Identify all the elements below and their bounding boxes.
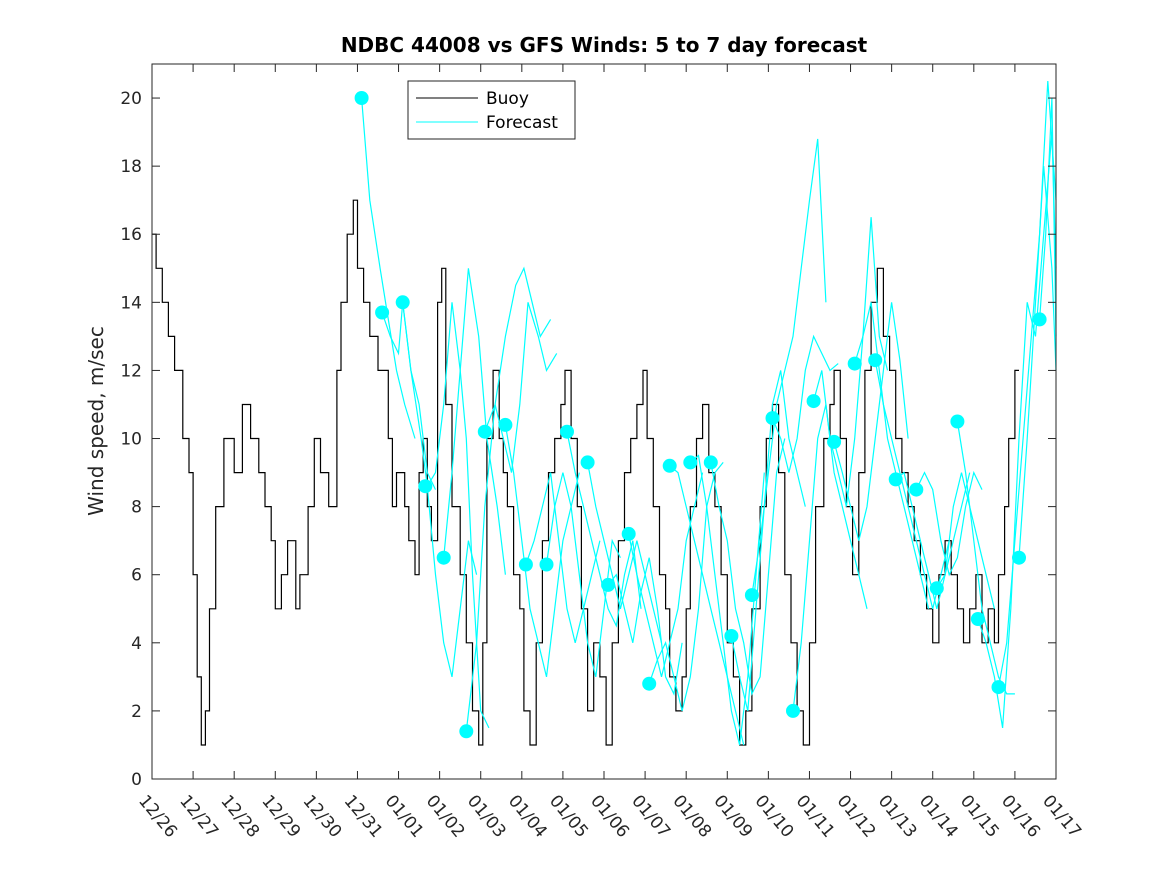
forecast-series-line-29 — [936, 472, 995, 609]
forecast-series-line-9 — [525, 472, 601, 643]
forecast-marker-18 — [703, 455, 718, 470]
forecast-marker-32 — [991, 680, 1006, 695]
forecast-marker-33 — [1012, 550, 1026, 565]
forecast-series-line-7 — [484, 302, 558, 473]
forecast-marker-31 — [970, 612, 985, 626]
forecast-marker-13 — [601, 577, 616, 592]
forecast-marker-5 — [436, 550, 451, 565]
forecast-series-line-32 — [997, 80, 1057, 688]
forecast-marker-9 — [518, 557, 533, 572]
y-tick-label-6: 6 — [131, 566, 142, 586]
forecast-series-line-11 — [566, 431, 642, 628]
forecast-marker-1 — [354, 91, 369, 105]
forecast-marker-25 — [847, 356, 862, 371]
legend-box — [407, 80, 576, 140]
forecast-series-line-17 — [689, 454, 765, 746]
forecast-series-line-24 — [833, 302, 909, 541]
legend: Buoy Forecast — [407, 80, 576, 140]
forecast-marker-29 — [929, 581, 944, 596]
forecast-marker-19 — [724, 629, 739, 643]
plot-area — [152, 80, 1057, 746]
forecast-marker-28 — [909, 482, 924, 497]
forecast-series-line-25 — [854, 302, 930, 609]
y-tick-label-8: 8 — [131, 498, 142, 518]
forecast-series-line-13 — [607, 557, 683, 696]
y-tick-label-20: 20 — [120, 89, 142, 109]
forecast-marker-11 — [560, 424, 574, 439]
y-tick-label-2: 2 — [131, 702, 142, 722]
forecast-series-line-10 — [545, 472, 621, 678]
forecast-series-line-3 — [402, 302, 478, 678]
forecast-series-line-20 — [751, 138, 827, 596]
forecast-series-line-28 — [915, 470, 983, 577]
forecast-series-line-8 — [504, 424, 580, 678]
forecast-marker-8 — [498, 417, 513, 432]
forecast-series-line-21 — [771, 334, 839, 473]
forecast-marker-22 — [786, 703, 800, 718]
forecast-series-line-1 — [361, 97, 416, 439]
y-tick-label-12: 12 — [120, 361, 142, 381]
forecast-marker-30 — [950, 414, 965, 429]
forecast-marker-17 — [683, 455, 698, 470]
y-tick-label-10: 10 — [120, 430, 142, 450]
forecast-series-line-16 — [669, 465, 745, 746]
forecast-marker-26 — [868, 353, 883, 368]
forecast-series-line-15 — [648, 462, 724, 712]
forecast-series-line-23 — [813, 217, 889, 507]
legend-buoy-label: Buoy — [486, 89, 529, 109]
forecast-marker-10 — [539, 557, 554, 572]
forecast-marker-16 — [662, 458, 677, 473]
y-tick-label-18: 18 — [120, 157, 142, 177]
forecast-marker-3 — [395, 295, 410, 310]
forecast-series-line-33 — [1018, 166, 1057, 558]
forecast-marker-27 — [888, 472, 903, 487]
y-tick-label-14: 14 — [120, 293, 142, 313]
y-tick-label-4: 4 — [131, 634, 142, 654]
forecast-marker-15 — [642, 676, 657, 691]
forecast-marker-4 — [418, 479, 433, 494]
forecast-marker-2 — [375, 305, 390, 320]
y-tick-label-16: 16 — [120, 225, 142, 245]
forecast-series-line-12 — [587, 462, 663, 643]
forecast-marker-7 — [477, 424, 492, 439]
y-axis-label: Wind speed, m/sec — [84, 326, 108, 516]
forecast-series-line-18 — [710, 438, 786, 696]
legend-forecast-label: Forecast — [486, 113, 558, 133]
forecast-marker-21 — [765, 411, 780, 426]
forecast-marker-34 — [1032, 312, 1047, 327]
forecast-marker-14 — [621, 526, 636, 541]
y-tick-label-0: 0 — [131, 770, 142, 790]
chart-title: NDBC 44008 vs GFS Winds: 5 to 7 day fore… — [341, 33, 868, 57]
forecast-series-line-5 — [443, 268, 506, 575]
forecast-marker-24 — [827, 434, 842, 449]
forecast-marker-23 — [806, 394, 821, 409]
forecast-marker-20 — [744, 588, 759, 603]
forecast-marker-6 — [459, 724, 474, 739]
forecast-series-line-6 — [465, 266, 552, 732]
forecast-marker-12 — [580, 455, 595, 470]
